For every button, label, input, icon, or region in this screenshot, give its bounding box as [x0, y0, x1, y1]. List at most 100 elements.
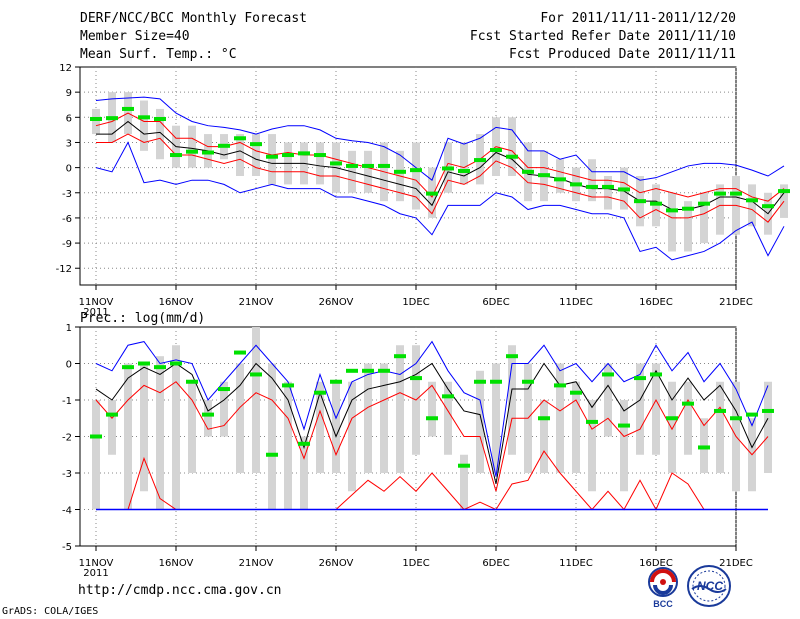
median-marker	[426, 191, 438, 196]
ensemble-box	[332, 381, 340, 473]
median-marker	[186, 379, 198, 384]
x-tick-label: 26NOV	[319, 558, 354, 569]
median-marker	[426, 416, 438, 421]
ensemble-box	[444, 381, 452, 455]
median-marker	[106, 412, 118, 417]
ensemble-box	[652, 363, 660, 455]
ensemble-box	[188, 381, 196, 473]
ensemble-box	[764, 381, 772, 473]
median-marker	[778, 189, 790, 194]
ensemble-box	[460, 142, 468, 185]
ensemble-box	[508, 117, 516, 176]
median-marker	[650, 372, 662, 377]
series-max-line	[95, 340, 769, 477]
ensemble-box	[348, 381, 356, 492]
median-marker	[122, 365, 134, 370]
ensemble-box	[588, 400, 596, 492]
median-marker	[570, 390, 582, 395]
median-marker	[298, 151, 310, 156]
median-marker	[346, 163, 358, 168]
ensemble-box	[268, 134, 276, 185]
median-marker	[410, 168, 422, 173]
y-tick-label: 9	[66, 88, 72, 99]
y-tick-label: -3	[62, 189, 72, 200]
y-tick-label: -2	[62, 433, 72, 444]
median-marker	[714, 408, 726, 413]
median-marker	[378, 163, 390, 168]
median-marker	[490, 379, 502, 384]
median-marker	[394, 354, 406, 359]
variable-label: Mean Surf. Temp.: °C	[80, 47, 237, 62]
median-marker	[586, 419, 598, 424]
median-marker	[522, 379, 534, 384]
median-marker	[458, 168, 470, 173]
series-lower-line	[96, 133, 785, 223]
median-marker	[538, 173, 550, 178]
median-marker	[122, 106, 134, 111]
median-marker	[394, 169, 406, 174]
bcc-logo-text: BCC	[653, 599, 673, 609]
series-lower-line	[96, 450, 768, 511]
median-marker	[634, 376, 646, 381]
series-min-line	[95, 141, 785, 261]
median-marker	[378, 368, 390, 373]
precip-label: Prec.: log(mm/d)	[80, 311, 206, 326]
median-marker	[602, 184, 614, 189]
median-marker	[138, 361, 150, 366]
y-tick-label: -4	[62, 506, 72, 517]
ensemble-box	[540, 400, 548, 473]
median-marker	[746, 198, 758, 203]
median-marker	[666, 416, 678, 421]
median-marker	[730, 191, 742, 196]
x-tick-label: 21DEC	[719, 297, 753, 308]
median-marker	[282, 153, 294, 158]
series-max-line	[95, 96, 785, 182]
source-url[interactable]: http://cmdp.ncc.cma.gov.cn	[78, 583, 282, 598]
ensemble-box	[316, 142, 324, 185]
median-marker	[154, 116, 166, 121]
x-year-label: 2011	[83, 307, 108, 318]
median-marker	[186, 149, 198, 154]
median-marker	[554, 383, 566, 388]
median-marker	[170, 153, 182, 158]
x-tick-label: 16NOV	[159, 297, 194, 308]
median-marker	[234, 350, 246, 355]
median-marker	[170, 361, 182, 366]
median-marker	[522, 169, 534, 174]
x-tick-label: 11DEC	[559, 297, 593, 308]
ensemble-box	[236, 134, 244, 176]
median-marker	[474, 379, 486, 384]
median-marker	[314, 390, 326, 395]
median-marker	[218, 387, 230, 392]
y-tick-label: -5	[62, 542, 72, 553]
ensemble-box	[572, 381, 580, 473]
ensemble-box	[92, 400, 100, 510]
ensemble-box	[268, 363, 276, 510]
median-marker	[682, 401, 694, 406]
median-marker	[266, 154, 278, 159]
ensemble-box	[316, 381, 324, 473]
y-tick-label: 0	[66, 360, 72, 371]
median-marker	[634, 199, 646, 204]
x-tick-label: 21DEC	[719, 558, 753, 569]
median-marker	[650, 201, 662, 206]
ensemble-box	[716, 381, 724, 473]
median-marker	[330, 379, 342, 384]
x-tick-label: 1DEC	[402, 297, 429, 308]
bcc-logo: BCC	[648, 567, 678, 609]
median-marker	[154, 365, 166, 370]
chart-title: DERF/NCC/BCC Monthly Forecast	[80, 11, 307, 26]
x-tick-label: 16NOV	[159, 558, 194, 569]
ensemble-box	[668, 192, 676, 252]
median-marker	[602, 372, 614, 377]
x-tick-label: 21NOV	[239, 297, 274, 308]
ensemble-box	[188, 125, 196, 168]
median-marker	[346, 368, 358, 373]
median-marker	[298, 441, 310, 446]
ensemble-box	[236, 363, 244, 473]
ensemble-box	[492, 363, 500, 473]
refer-date: Fcst Started Refer Date 2011/11/10	[469, 29, 736, 44]
ensemble-box	[604, 176, 612, 210]
ensemble-box	[364, 150, 372, 193]
